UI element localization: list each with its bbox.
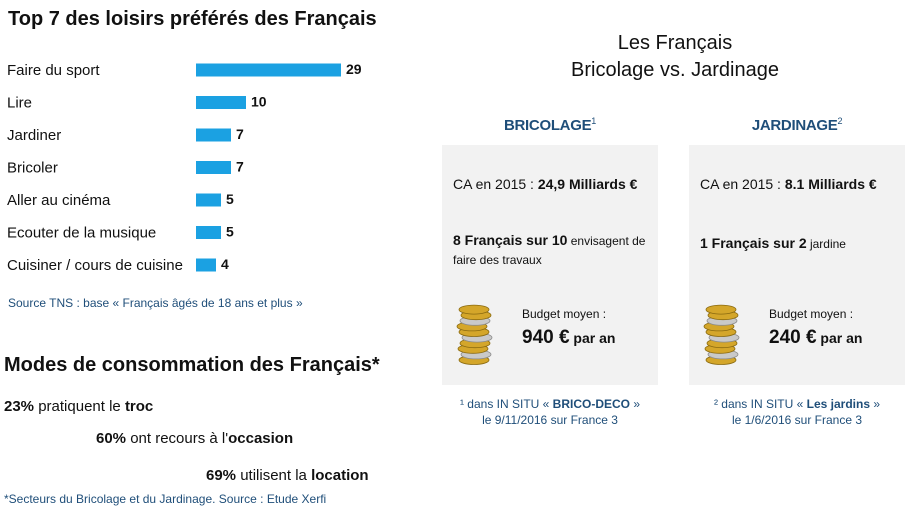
- note-line1: ² dans IN SITU « Les jardins »: [689, 396, 905, 412]
- ca-value: 24,9 Milliards €: [537, 176, 638, 192]
- mode-line-location: 69% utilisent la location: [206, 467, 369, 484]
- mode-text: utilisent la: [236, 467, 312, 484]
- category-label: Ecouter de la musique: [7, 225, 156, 242]
- jardinage-ca: CA en 2015 : 8.1 Milliards €: [700, 176, 877, 192]
- panel-heading-sup: 2: [837, 116, 843, 126]
- stat-bold: 1 Français sur 2: [700, 235, 807, 251]
- bar: [196, 161, 231, 174]
- category-label: Cuisiner / cours de cuisine: [7, 257, 183, 274]
- budget-label: Budget moyen :: [769, 307, 854, 321]
- bricolage-budget: 940 € par an: [522, 327, 615, 349]
- note-bold: Les jardins: [806, 397, 871, 411]
- chart-source: Source TNS : base « Français âgés de 18 …: [8, 296, 303, 310]
- mode-strong: occasion: [228, 430, 294, 447]
- category-label: Jardiner: [7, 127, 61, 144]
- mode-strong: troc: [124, 398, 154, 415]
- modes-title: Modes de consommation des Français*: [4, 354, 380, 376]
- category-label: Bricoler: [7, 160, 58, 177]
- data-label: 4: [221, 256, 229, 272]
- category-label: Lire: [7, 95, 32, 112]
- note-post: »: [870, 397, 881, 411]
- bar: [196, 128, 231, 142]
- mode-line-occasion: 60% ont recours à l'occasion: [96, 430, 293, 447]
- budget-unit: par an: [569, 330, 616, 346]
- bar: [196, 96, 246, 109]
- mode-line-troc: 23% pratiquent le troc: [4, 398, 153, 415]
- data-label: 29: [346, 61, 362, 77]
- bar: [196, 193, 221, 207]
- note-post: »: [630, 397, 641, 411]
- jardinage-stat: 1 Français sur 2 jardine: [700, 234, 900, 253]
- modes-footnote: *Secteurs du Bricolage et du Jardinage. …: [4, 492, 327, 506]
- ca-label: CA en 2015 :: [453, 176, 538, 192]
- bricolage-panel: CA en 2015 : 24,9 Milliards € 8 Français…: [442, 145, 658, 385]
- note-pre: ¹ dans IN SITU «: [459, 397, 553, 411]
- comparison-title-line1: Les Français: [617, 32, 733, 54]
- jardinage-heading: JARDINAGE2: [689, 116, 905, 134]
- panel-heading-text: JARDINAGE: [751, 117, 838, 134]
- budget-unit: par an: [816, 330, 863, 346]
- bricolage-stat: 8 Français sur 10 envisagent de faire de…: [453, 231, 653, 269]
- bar: [196, 226, 221, 239]
- category-label: Aller au cinéma: [7, 192, 111, 209]
- panel-heading-sup: 1: [591, 116, 597, 126]
- note-bold: BRICO-DECO: [552, 397, 631, 411]
- note-line1: ¹ dans IN SITU « BRICO-DECO »: [442, 396, 658, 412]
- stat-rest: jardine: [806, 237, 846, 251]
- data-label: 10: [251, 94, 267, 110]
- jardinage-panel: CA en 2015 : 8.1 Milliards € 1 Français …: [689, 145, 905, 385]
- stat-rest: envisagent de faire des travaux: [453, 234, 646, 267]
- data-label: 7: [236, 126, 244, 142]
- bar: [196, 258, 216, 272]
- bar: [196, 63, 341, 77]
- mode-text: pratiquent le: [34, 398, 125, 415]
- data-label: 5: [226, 191, 234, 207]
- mode-strong: location: [311, 467, 369, 484]
- category-label: Faire du sport: [7, 62, 100, 79]
- coin-stack-icon: [703, 304, 740, 365]
- chart-title: Top 7 des loisirs préférés des Français: [8, 8, 377, 30]
- jardinage-note: ² dans IN SITU « Les jardins » le 1/6/20…: [689, 396, 905, 428]
- stat-bold: 8 Français sur 10: [453, 232, 568, 248]
- data-label: 5: [226, 224, 234, 240]
- leisure-bar-chart: Faire du sport 29 Lire 10 Jardiner 7 Bricoler 7…: [7, 61, 362, 274]
- budget-label: Budget moyen :: [522, 307, 607, 321]
- mode-pct: 23%: [4, 398, 35, 415]
- bricolage-ca: CA en 2015 : 24,9 Milliards €: [453, 176, 637, 192]
- ca-value: 8.1 Milliards €: [784, 176, 877, 192]
- mode-pct: 69%: [206, 467, 237, 484]
- note-line2: le 9/11/2016 sur France 3: [482, 413, 618, 427]
- note-line2: le 1/6/2016 sur France 3: [731, 413, 863, 427]
- budget-value: 940 €: [522, 327, 570, 348]
- jardinage-budget: 240 € par an: [769, 327, 862, 349]
- bricolage-note: ¹ dans IN SITU « BRICO-DECO » le 9/11/20…: [442, 396, 658, 428]
- bricolage-heading: BRICOLAGE1: [442, 116, 658, 134]
- mode-text: ont recours à l': [126, 430, 229, 447]
- budget-value: 240 €: [769, 327, 817, 348]
- note-pre: ² dans IN SITU «: [713, 397, 807, 411]
- data-label: 7: [236, 159, 244, 175]
- coin-stack-icon: [456, 304, 493, 365]
- comparison-title: Les Français Bricolage vs. Jardinage: [520, 30, 830, 84]
- comparison-title-line2: Bricolage vs. Jardinage: [571, 59, 779, 81]
- mode-pct: 60%: [96, 430, 127, 447]
- ca-label: CA en 2015 :: [700, 176, 785, 192]
- panel-heading-text: BRICOLAGE: [503, 117, 592, 134]
